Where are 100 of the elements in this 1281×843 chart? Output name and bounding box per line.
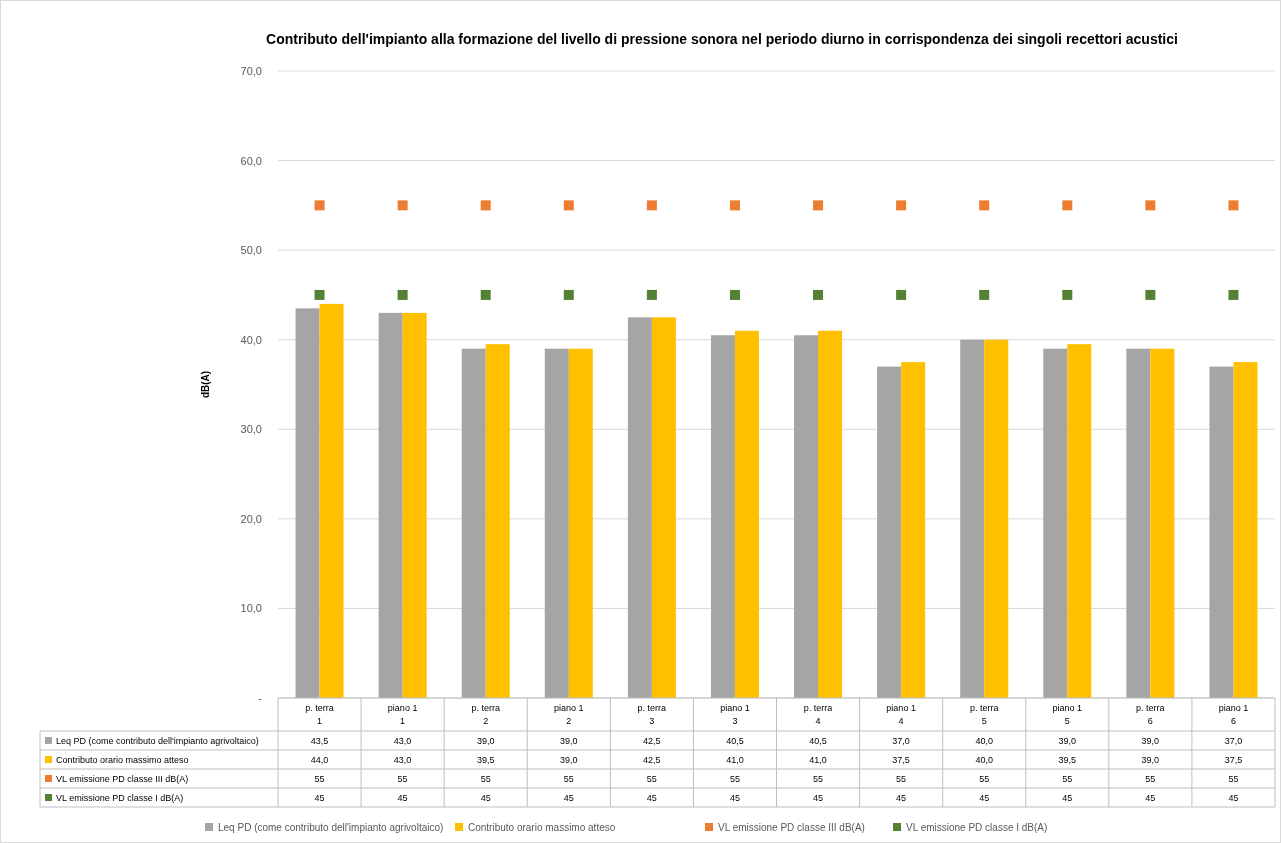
data-label: 40,5 [726,736,744,746]
data-label: 45 [813,793,824,803]
x-tick-label: p. terra 5 [969,703,999,726]
data-label: 45 [563,793,574,803]
y-axis-title: dB(A) [200,370,211,399]
data-label: 45 [1062,793,1073,803]
data-label: 55 [646,774,657,784]
data-label: 41,0 [809,755,827,765]
data-label: 39,0 [560,736,578,746]
bar [378,312,403,698]
data-label: 45 [979,793,990,803]
data-label: 43,0 [393,736,412,746]
bar [734,330,759,698]
data-label: 45 [646,793,657,803]
bar [402,312,427,698]
bar [1233,362,1258,698]
data-label: 55 [314,774,325,784]
bar [901,362,926,698]
data-label: 40,0 [975,755,993,765]
bar [1150,348,1175,698]
x-tick-label: p. terra 3 [637,703,667,726]
data-label: 55 [563,774,574,784]
data-label: 55 [1145,774,1156,784]
x-tick-label: p. terra 2 [471,703,500,726]
data-label: 55 [979,774,990,784]
data-label: 37,5 [892,755,910,765]
bar [319,303,344,698]
x-tick-label: p. terra 6 [1136,703,1165,726]
x-tick-label: p. terra 1 [305,703,334,726]
bar [485,344,510,698]
y-tick-label: - [258,692,263,704]
data-label: 45 [896,793,907,803]
data-label: 55 [397,774,408,784]
legend-label: VL emissione PD classe I dB(A) [56,793,184,803]
x-tick-label: piano 1 1 [387,703,418,726]
data-label: 55 [813,774,824,784]
y-tick-label: 10,0 [240,602,262,615]
y-tick-label: 40,0 [240,333,262,346]
data-label: 37,5 [1224,755,1243,765]
data-label: 39,0 [1058,736,1077,746]
data-label: 45 [1228,793,1239,803]
data-label: 45 [480,793,491,803]
data-label: 45 [729,793,740,803]
data-label: 45 [1145,793,1156,803]
bar [710,335,735,698]
bar [877,366,902,698]
data-label: 44,0 [310,755,329,765]
legend-label: Leq PD (come contributo dell'impianto agrivoltaico) [56,736,259,746]
y-tick-label: 20,0 [240,512,262,525]
x-tick-label: piano 1 5 [1052,703,1083,726]
data-label: 39,5 [1058,755,1077,765]
data-label: 37,0 [892,736,910,746]
bar [651,317,676,698]
y-tick-label: 60,0 [240,154,262,167]
bar [1209,366,1234,698]
data-label: 37,0 [1224,736,1243,746]
data-label: 42,5 [643,736,661,746]
bar [960,339,985,698]
data-label: 40,0 [975,736,993,746]
y-tick-label: 50,0 [240,244,262,257]
x-tick-label: p. terra 4 [803,703,833,726]
y-tick-label: 30,0 [240,423,262,436]
bar [295,308,320,698]
text: Contributo orario massimo atteso [56,755,189,765]
chart-title: Contributo dell'impianto alla formazione del livello di pressione sonora nel periodo diurno in corrispondenza dei singoli recettori acustici [266,31,1178,47]
bar [627,317,652,698]
bar [984,339,1009,698]
data-label: 39,0 [476,736,495,746]
x-tick-label: piano 1 4 [886,703,916,726]
text: VL emissione PD classe I dB(A) [906,822,1048,833]
data-label: 55 [1062,774,1073,784]
data-label: 39,0 [1141,755,1160,765]
data-label: 45 [397,793,408,803]
data-label: 55 [480,774,491,784]
bar [1126,348,1151,698]
data-label: 43,5 [310,736,329,746]
legend-label: VL emissione PD classe III dB(A) [56,774,189,784]
data-label: 45 [314,793,325,803]
bar [568,348,593,698]
y-tick-label: 70,0 [240,65,262,77]
data-label: 42,5 [643,755,661,765]
data-label: 55 [1228,774,1239,784]
bar [1067,344,1092,698]
bar [1043,348,1068,698]
data-label: 41,0 [726,755,744,765]
data-label: 55 [896,774,907,784]
data-label: 39,5 [476,755,495,765]
data-label: 55 [729,774,740,784]
x-tick-label: piano 1 6 [1218,703,1249,726]
bar [544,348,569,698]
text: VL emissione PD classe III dB(A) [718,822,865,833]
bar [794,335,819,698]
data-label: 39,0 [1141,736,1160,746]
data-label: 40,5 [809,736,827,746]
bar [461,348,486,698]
text: Leq PD (come contributo dell'impianto agrivoltaico) [218,822,444,833]
data-label: 43,0 [393,755,412,765]
bar [818,330,843,698]
legend-label: Contributo orario massimo atteso [468,822,616,833]
x-tick-label: piano 1 3 [720,703,750,726]
